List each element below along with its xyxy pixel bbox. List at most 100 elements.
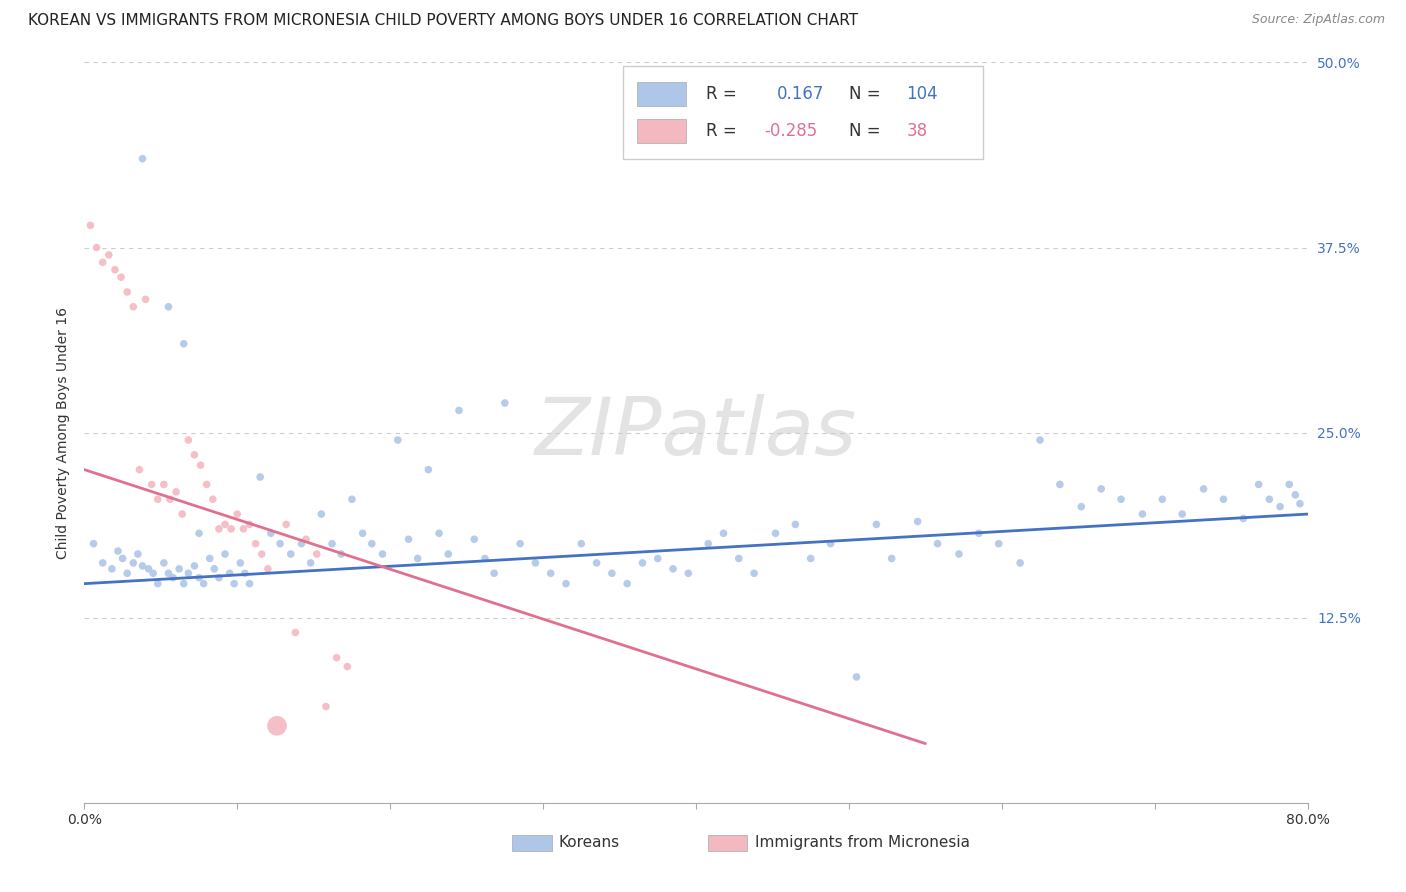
Point	[463, 533, 485, 547]
Point	[474, 551, 496, 566]
Point	[371, 547, 394, 561]
Point	[195, 477, 218, 491]
Point	[616, 576, 638, 591]
Point	[141, 477, 163, 491]
Point	[427, 526, 450, 541]
Text: KOREAN VS IMMIGRANTS FROM MICRONESIA CHILD POVERTY AMONG BOYS UNDER 16 CORRELATI: KOREAN VS IMMIGRANTS FROM MICRONESIA CHI…	[28, 13, 858, 29]
Point	[398, 533, 420, 547]
Point	[447, 403, 470, 417]
Point	[111, 551, 134, 566]
Point	[238, 517, 260, 532]
Point	[948, 547, 970, 561]
Point	[387, 433, 409, 447]
Point	[190, 458, 212, 473]
Text: -0.285: -0.285	[765, 122, 818, 140]
Point	[159, 492, 181, 507]
Point	[115, 285, 138, 299]
Point	[79, 219, 101, 233]
Point	[131, 152, 153, 166]
Point	[360, 536, 382, 550]
Point	[122, 556, 145, 570]
Point	[284, 625, 307, 640]
Point	[188, 571, 211, 585]
Point	[1232, 511, 1254, 525]
Point	[1070, 500, 1092, 514]
Point	[97, 248, 120, 262]
Point	[662, 562, 685, 576]
Point	[820, 536, 842, 550]
Point	[765, 526, 787, 541]
Point	[1212, 492, 1234, 507]
Point	[1247, 477, 1270, 491]
Bar	[709, 835, 748, 851]
Point	[245, 536, 267, 550]
Point	[927, 536, 949, 550]
Point	[83, 536, 105, 550]
Point	[135, 293, 157, 307]
Point	[437, 547, 460, 561]
Point	[1278, 477, 1301, 491]
Point	[742, 566, 765, 581]
Point	[202, 562, 225, 576]
Point	[266, 719, 288, 733]
Point	[785, 517, 807, 532]
Point	[153, 556, 176, 570]
Point	[276, 517, 298, 532]
Point	[146, 492, 169, 507]
Point	[224, 576, 246, 591]
Point	[800, 551, 823, 566]
Point	[193, 576, 215, 591]
Point	[232, 522, 254, 536]
Text: 38: 38	[907, 122, 928, 140]
Point	[727, 551, 749, 566]
Point	[1109, 492, 1132, 507]
Point	[406, 551, 429, 566]
Point	[600, 566, 623, 581]
Point	[880, 551, 903, 566]
Point	[494, 396, 516, 410]
Point	[249, 470, 271, 484]
Point	[173, 336, 195, 351]
Text: R =: R =	[706, 86, 742, 103]
Point	[219, 522, 242, 536]
Point	[299, 556, 322, 570]
Point	[142, 566, 165, 581]
Point	[482, 566, 505, 581]
Point	[1152, 492, 1174, 507]
Point	[569, 536, 592, 550]
Point	[280, 547, 302, 561]
Point	[226, 507, 249, 521]
Point	[238, 576, 260, 591]
Point	[1171, 507, 1194, 521]
Point	[250, 547, 273, 561]
Point	[127, 547, 149, 561]
Point	[110, 270, 132, 285]
Point	[290, 536, 312, 550]
Point	[233, 566, 256, 581]
Point	[214, 547, 236, 561]
Point	[585, 556, 607, 570]
Point	[330, 547, 353, 561]
Point	[115, 566, 138, 581]
Point	[128, 462, 150, 476]
Point	[157, 566, 180, 581]
Text: Source: ZipAtlas.com: Source: ZipAtlas.com	[1251, 13, 1385, 27]
Point	[201, 492, 224, 507]
Point	[177, 433, 200, 447]
Point	[104, 262, 127, 277]
Point	[157, 300, 180, 314]
Point	[509, 536, 531, 550]
Point	[295, 533, 318, 547]
Point	[208, 571, 231, 585]
Point	[555, 576, 578, 591]
Point	[260, 526, 283, 541]
Point	[1029, 433, 1052, 447]
Point	[631, 556, 654, 570]
Point	[91, 255, 114, 269]
Point	[153, 477, 176, 491]
Bar	[513, 835, 551, 851]
Point	[218, 566, 240, 581]
Point	[1192, 482, 1215, 496]
Point	[1284, 488, 1306, 502]
Point	[257, 562, 280, 576]
